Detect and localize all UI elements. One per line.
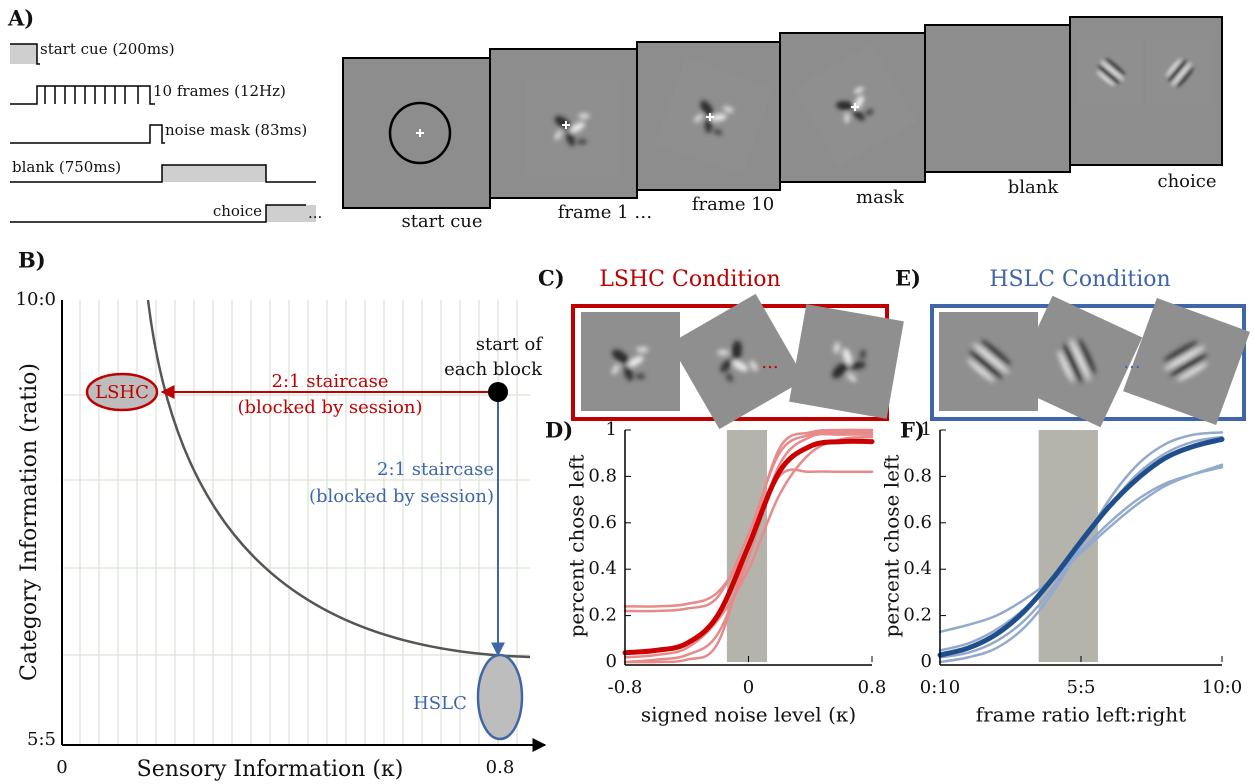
y-tick-label: 0.4 xyxy=(903,558,932,579)
y-tick-label: 0.2 xyxy=(588,605,617,626)
screen-label: choice xyxy=(1157,171,1216,192)
screen-label: blank xyxy=(1008,177,1060,198)
annotation: 2:1 staircase xyxy=(272,371,389,392)
x-axis-label: Sensory Information (κ) xyxy=(137,757,404,782)
timeline-label: start cue (200ms) xyxy=(40,40,175,58)
screen-label: frame 10 xyxy=(692,194,774,215)
timeline-label: noise mask (83ms) xyxy=(165,121,307,139)
y-tick-label: 0.2 xyxy=(903,605,932,626)
y-tick-label: 0 xyxy=(921,651,932,672)
lshc-label: LSHC xyxy=(95,382,149,403)
x-axis-label: frame ratio left:right xyxy=(976,703,1186,727)
panel-label: B) xyxy=(18,248,46,273)
x-tick-label: 5:5 xyxy=(1067,677,1096,698)
panel-label: D) xyxy=(545,418,573,443)
hslc-label: HSLC xyxy=(413,693,467,714)
start-cue-circle xyxy=(388,101,452,165)
curve xyxy=(623,430,874,613)
ellipsis: ... xyxy=(1123,352,1140,373)
curve xyxy=(938,465,1224,652)
fixation xyxy=(416,103,859,137)
timeline-label: choice xyxy=(213,202,262,220)
annotation: each block xyxy=(444,359,543,380)
y-tick-label: 0.6 xyxy=(903,512,932,533)
y-tick-label: 0 xyxy=(606,651,617,672)
timeline xyxy=(10,43,316,223)
y-tick-label: 1 xyxy=(921,419,932,440)
hslc-ellipse xyxy=(476,653,524,741)
screen-label: frame 1 … xyxy=(558,202,653,223)
panel-label: C) xyxy=(538,266,565,291)
x-axis-label: signed noise level (κ) xyxy=(641,703,856,727)
y-tick-label: 10:0 xyxy=(16,289,56,310)
grid xyxy=(62,300,530,745)
curve xyxy=(623,432,874,664)
x-tick-label: 10:0 xyxy=(1202,677,1242,698)
annotation: (blocked by session) xyxy=(309,486,494,507)
annotation: (blocked by session) xyxy=(237,397,422,418)
y-tick-label: 0.6 xyxy=(588,512,617,533)
y-tick-label: 0.4 xyxy=(588,558,617,579)
x-tick-label: 0:10 xyxy=(920,677,960,698)
panel-label: E) xyxy=(895,266,921,291)
x-tick-label: 0.8 xyxy=(486,757,515,778)
panel-label: A) xyxy=(7,6,34,31)
ellipsis: ... xyxy=(761,352,778,373)
screen-label: start cue xyxy=(401,211,482,232)
y-axis-label: percent chose left xyxy=(565,455,589,638)
x-tick-label: 0 xyxy=(56,757,67,778)
panel-title: LSHC Condition xyxy=(599,267,780,292)
annotation: 2:1 staircase xyxy=(377,459,494,480)
ellipsis: ... xyxy=(308,204,322,222)
timeline-label: blank (750ms) xyxy=(12,158,121,176)
y-axis-label: Category Information (ratio) xyxy=(17,363,42,681)
x-tick-label: -0.8 xyxy=(608,677,643,698)
panel-title: HSLC Condition xyxy=(989,267,1170,292)
y-axis-label: percent chose left xyxy=(880,455,904,638)
curve xyxy=(938,463,1224,634)
curve xyxy=(938,435,1224,659)
annotation: start of xyxy=(476,334,544,355)
lshc-ellipse xyxy=(85,372,159,412)
timeline-label: 10 frames (12Hz) xyxy=(153,82,286,100)
y-tick-label: 0.8 xyxy=(903,465,932,486)
y-tick-label: 0.8 xyxy=(588,465,617,486)
start-dot xyxy=(488,382,508,402)
curve xyxy=(622,438,875,656)
screen-label: mask xyxy=(856,187,905,208)
y-tick-label: 5:5 xyxy=(27,729,56,750)
y-tick-label: 1 xyxy=(606,419,617,440)
curve xyxy=(937,436,1225,658)
x-tick-label: 0 xyxy=(743,677,754,698)
x-tick-label: 0.8 xyxy=(858,677,887,698)
panel-label: F) xyxy=(900,418,925,443)
